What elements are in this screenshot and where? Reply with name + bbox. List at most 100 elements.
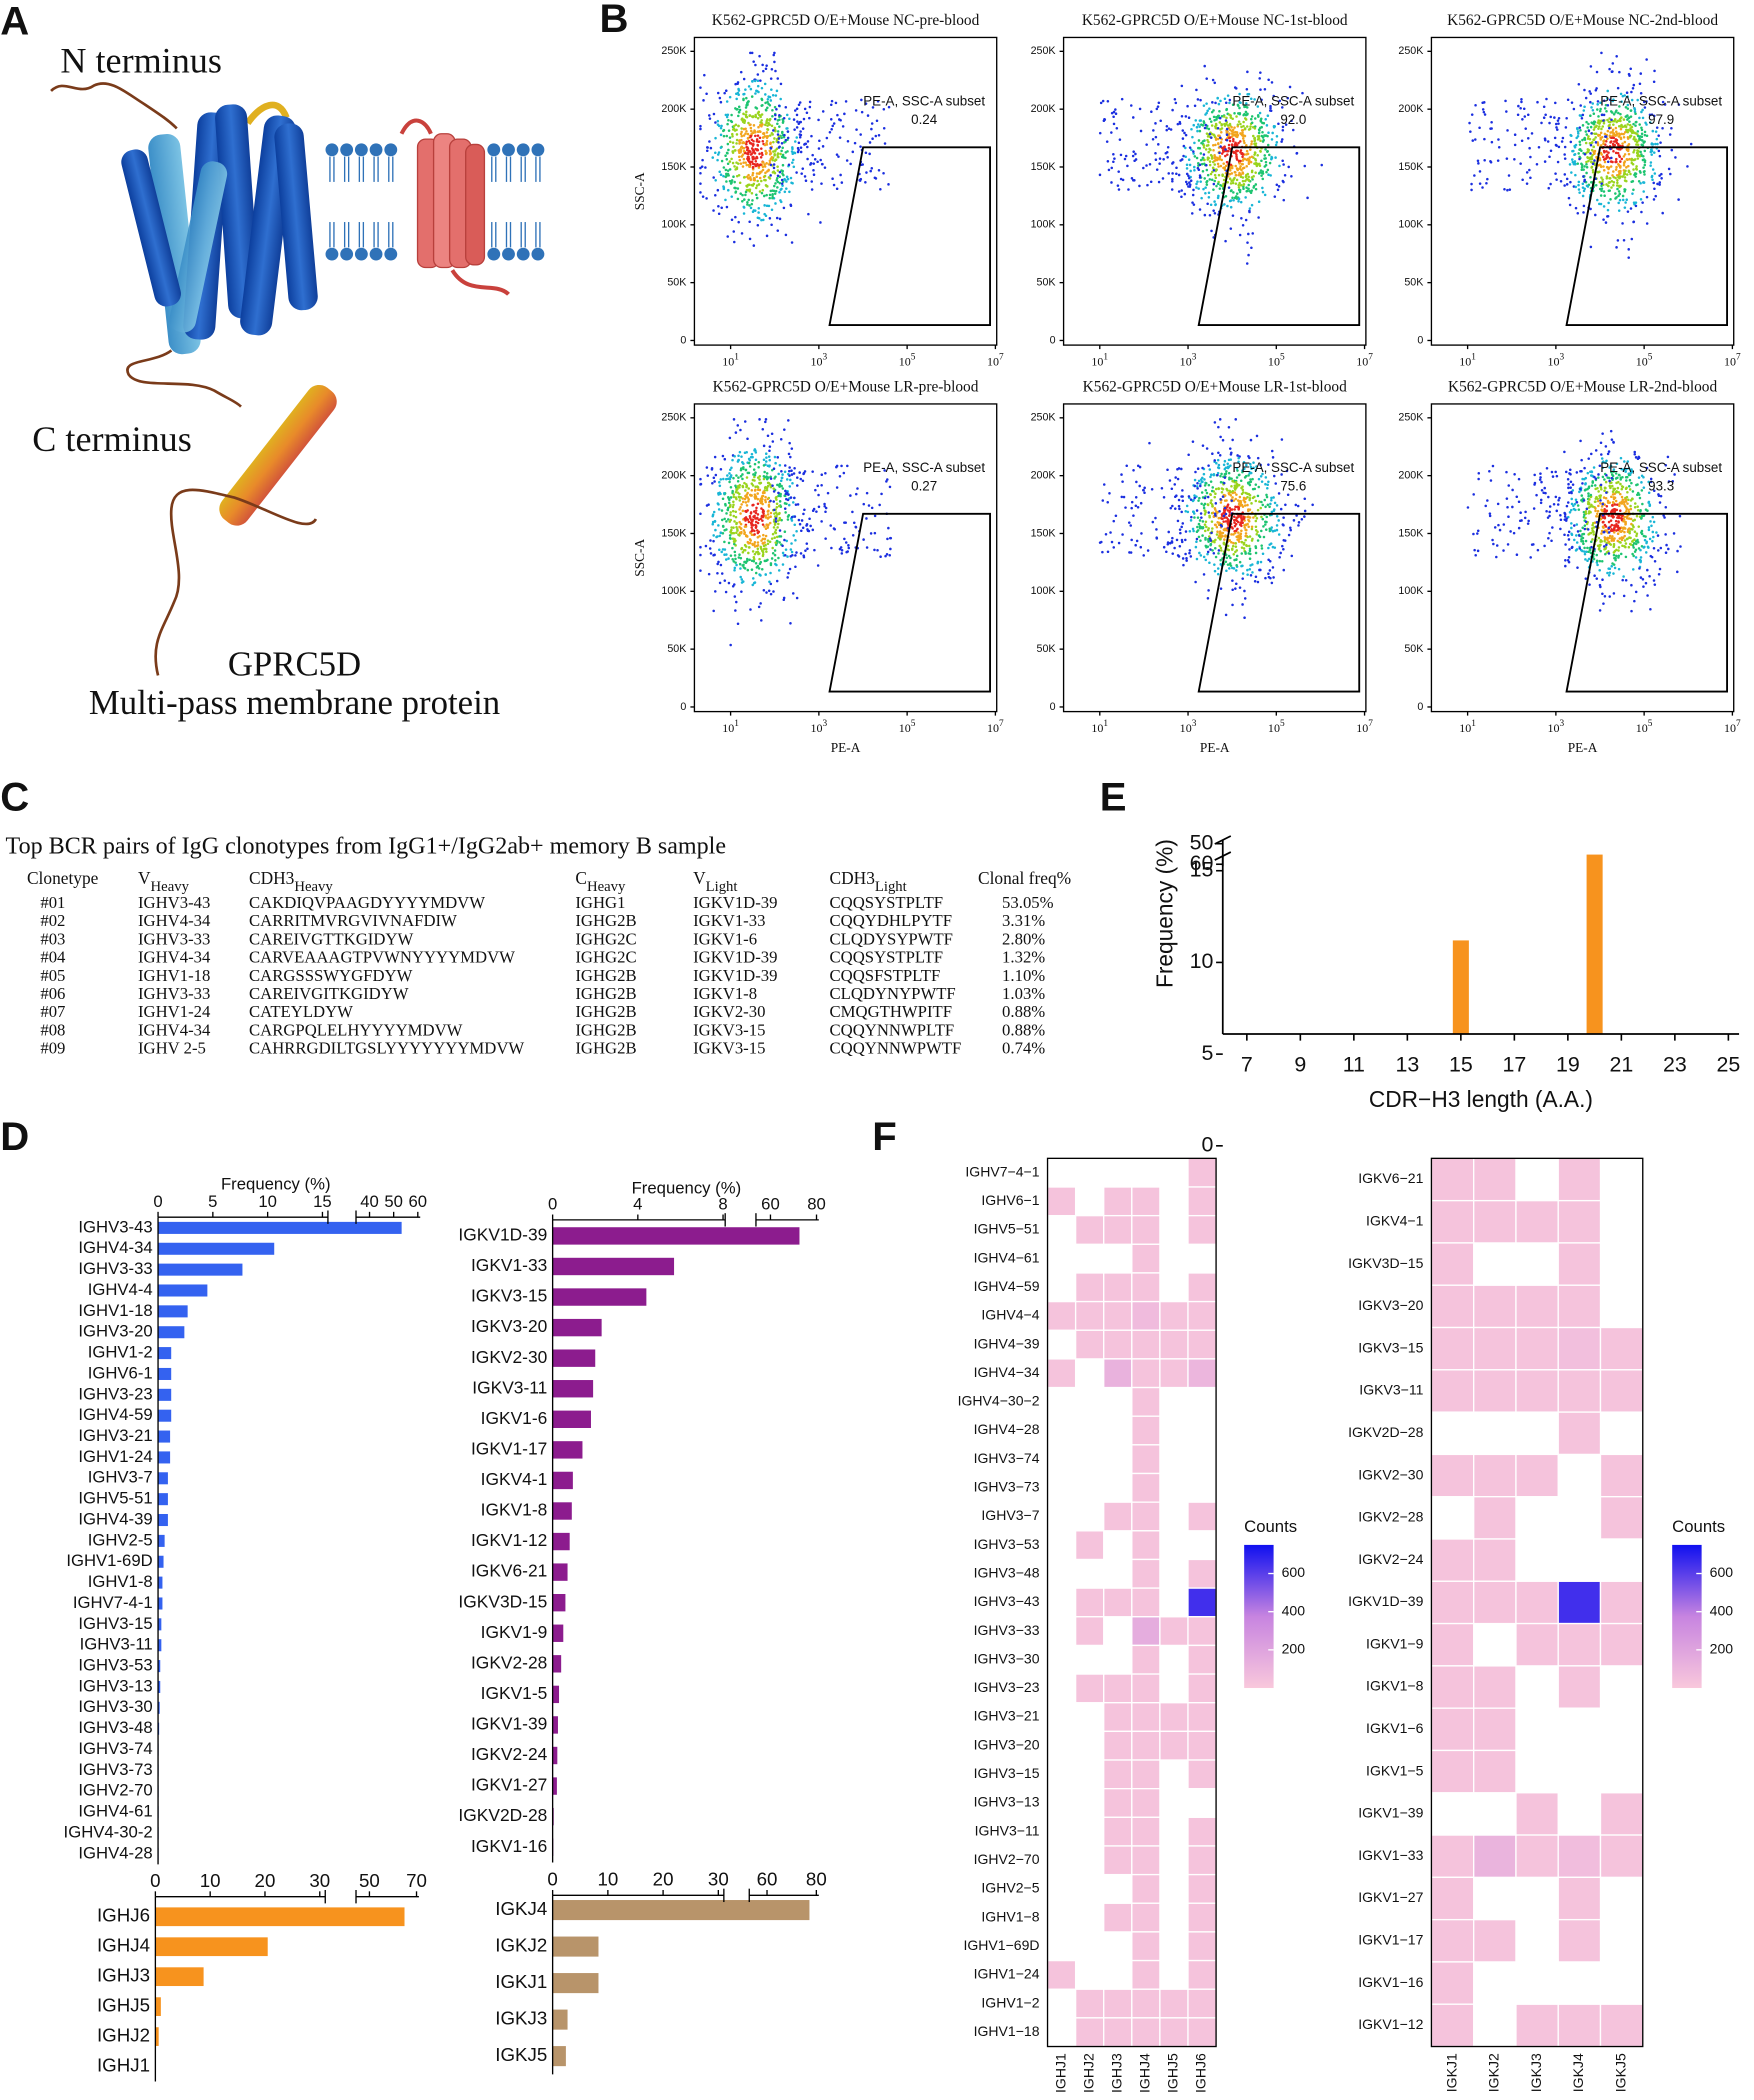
event-dot: [783, 464, 787, 467]
event-dot: [753, 178, 757, 182]
event-dot: [1606, 137, 1609, 140]
event-dot: [752, 143, 755, 146]
event-dot: [1626, 103, 1630, 107]
event-dot: [739, 192, 742, 195]
event-dot: [796, 484, 799, 487]
event-dot: [754, 571, 758, 575]
event-dot: [746, 437, 749, 440]
event-dot: [1205, 481, 1208, 485]
event-dot: [784, 492, 788, 496]
event-dot: [1282, 547, 1285, 551]
event-dot: [779, 152, 782, 156]
event-dot: [728, 160, 732, 163]
event-dot: [1521, 118, 1524, 121]
event-dot: [747, 457, 751, 461]
event-dot: [1578, 157, 1581, 161]
event-dot: [1658, 501, 1662, 504]
event-dot: [1602, 218, 1605, 221]
event-dot: [757, 518, 761, 522]
event-dot: [739, 70, 743, 74]
event-dot: [1207, 535, 1211, 538]
event-dot: [1243, 504, 1247, 507]
event-dot: [1108, 492, 1111, 495]
event-dot: [1542, 116, 1546, 119]
event-dot: [723, 553, 726, 556]
event-dot: [804, 549, 807, 552]
event-dot: [761, 549, 764, 553]
event-dot: [1237, 540, 1241, 543]
event-dot: [781, 184, 784, 187]
event-dot: [1238, 167, 1242, 170]
event-dot: [1235, 192, 1239, 195]
event-dot: [741, 485, 745, 489]
event-dot: [753, 493, 757, 496]
event-dot: [768, 521, 772, 525]
event-dot: [1267, 480, 1270, 484]
event-dot: [742, 146, 746, 150]
event-dot: [1569, 180, 1572, 184]
x-tick-label: 107: [1356, 719, 1373, 735]
x-tick-label: 103: [811, 353, 828, 369]
event-dot: [738, 492, 741, 496]
event-dot: [1216, 567, 1220, 570]
event-dot: [759, 115, 762, 119]
event-dot: [1221, 438, 1225, 442]
event-dot: [716, 119, 720, 123]
event-dot: [786, 555, 789, 558]
event-dot: [1632, 220, 1635, 224]
event-dot: [882, 171, 885, 175]
event-dot: [1228, 199, 1232, 203]
event-dot: [1230, 525, 1233, 529]
event-dot: [762, 194, 766, 198]
event-dot: [1228, 132, 1231, 135]
event-dot: [724, 504, 727, 507]
event-dot: [806, 145, 809, 149]
event-dot: [1220, 487, 1224, 490]
event-dot: [750, 51, 754, 55]
event-dot: [732, 418, 736, 421]
event-dot: [1201, 526, 1205, 529]
event-dot: [1633, 450, 1637, 454]
event-dot: [738, 508, 741, 511]
event-dot: [1653, 187, 1656, 191]
event-dot: [1571, 158, 1574, 161]
event-dot: [1282, 516, 1285, 519]
event-dot: [829, 524, 832, 527]
event-dot: [1188, 530, 1192, 533]
event-dot: [1633, 148, 1636, 152]
event-dot: [810, 180, 813, 183]
event-dot: [1252, 466, 1255, 470]
event-dot: [1596, 103, 1599, 106]
event-dot: [1260, 159, 1263, 163]
event-dot: [866, 114, 870, 117]
event-dot: [1589, 157, 1593, 161]
event-dot: [1261, 517, 1265, 521]
event-dot: [1232, 533, 1235, 536]
event-dot: [864, 102, 868, 105]
event-dot: [783, 133, 786, 137]
event-dot: [820, 520, 823, 523]
event-dot: [1563, 145, 1567, 149]
event-dot: [1261, 503, 1265, 507]
event-dot: [1634, 112, 1637, 115]
gate: [1565, 146, 1729, 327]
event-dot: [1245, 87, 1249, 91]
event-dot: [1232, 515, 1236, 518]
event-dot: [1237, 534, 1240, 537]
event-dot: [1629, 109, 1633, 112]
event-dot: [773, 152, 776, 156]
y-tick-label: 200K: [1031, 103, 1057, 115]
event-dot: [783, 470, 787, 474]
event-dot: [1189, 169, 1192, 173]
event-dot: [1212, 209, 1215, 212]
event-dot: [764, 543, 767, 547]
event-dot: [873, 548, 876, 552]
event-dot: [1632, 201, 1636, 204]
event-dot: [1270, 510, 1274, 514]
event-dot: [1608, 67, 1611, 71]
event-dot: [1128, 551, 1131, 554]
event-dot: [1184, 538, 1187, 542]
event-dot: [761, 165, 765, 169]
flow-title: K562-GPRC5D O/E+Mouse LR-1st-blood: [1083, 378, 1347, 395]
event-dot: [1301, 91, 1304, 95]
